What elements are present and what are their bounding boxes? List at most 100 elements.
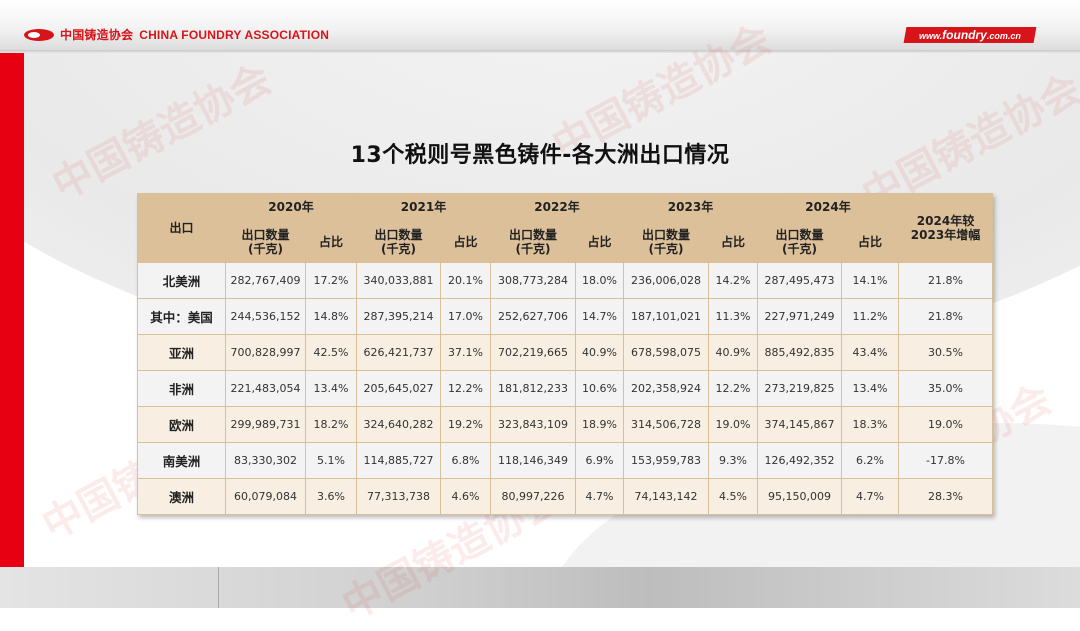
pct-cell: 20.1% [440,262,491,299]
qty-cell: 60,079,084 [225,478,306,515]
qty-cell: 205,645,027 [356,370,441,407]
qty-cell: 202,358,924 [623,370,709,407]
qty-cell: 181,812,233 [490,370,576,407]
growth-cell: 28.3% [898,478,993,515]
url-main: foundry [942,28,987,42]
pct-cell: 6.2% [841,442,899,479]
qty-cell: 885,492,835 [757,334,842,371]
qty-cell: 118,146,349 [490,442,576,479]
pct-cell: 40.9% [708,334,758,371]
qty-cell: 702,219,665 [490,334,576,371]
pct-cell: 13.4% [841,370,899,407]
pct-cell: 5.1% [305,442,357,479]
qty-cell: 74,143,142 [623,478,709,515]
pct-header: 占比 [841,220,899,263]
region-cell: 北美洲 [137,262,226,299]
pct-cell: 14.7% [575,298,624,335]
pct-cell: 11.2% [841,298,899,335]
qty-cell: 626,421,737 [356,334,441,371]
region-cell: 非洲 [137,370,226,407]
growth-cell: 21.8% [898,262,993,299]
pct-cell: 18.3% [841,406,899,443]
org-name-cn: 中国铸造协会 [60,28,134,42]
pct-header: 占比 [440,220,491,263]
table-row: 亚洲 700,828,997 42.5% 626,421,737 37.1% 7… [137,334,993,371]
association-logo: 中国铸造协会 CHINA FOUNDRY ASSOCIATION [24,26,329,43]
qty-header: 出口数量 (千克) [225,220,306,263]
qty-cell: 252,627,706 [490,298,576,335]
qty-cell: 340,033,881 [356,262,441,299]
export-table: 出口 2020年 2021年 2022年 2023年 2024年 2024年较 … [137,193,993,515]
footer-divider [218,567,219,608]
pct-cell: 3.6% [305,478,357,515]
region-cell: 南美洲 [137,442,226,479]
pct-cell: 40.9% [575,334,624,371]
year-header: 2023年 [623,193,758,221]
pct-cell: 14.2% [708,262,758,299]
pct-cell: 9.3% [708,442,758,479]
pct-cell: 6.8% [440,442,491,479]
qty-cell: 324,640,282 [356,406,441,443]
pct-cell: 4.6% [440,478,491,515]
qty-cell: 282,767,409 [225,262,306,299]
qty-cell: 308,773,284 [490,262,576,299]
growth-cell: 21.8% [898,298,993,335]
pct-cell: 43.4% [841,334,899,371]
table-row: 南美洲 83,330,302 5.1% 114,885,727 6.8% 118… [137,442,993,479]
qty-cell: 273,219,825 [757,370,842,407]
qty-header: 出口数量 (千克) [757,220,842,263]
qty-cell: 287,495,473 [757,262,842,299]
header-divider [0,50,1080,53]
region-cell: 亚洲 [137,334,226,371]
pct-cell: 14.8% [305,298,357,335]
footer-band [0,567,1080,608]
pct-cell: 19.2% [440,406,491,443]
header-bar [0,0,1080,53]
qty-cell: 83,330,302 [225,442,306,479]
region-cell: 欧洲 [137,406,226,443]
qty-cell: 700,828,997 [225,334,306,371]
region-cell: 澳洲 [137,478,226,515]
pct-cell: 13.4% [305,370,357,407]
pct-cell: 12.2% [708,370,758,407]
qty-cell: 95,150,009 [757,478,842,515]
qty-cell: 80,997,226 [490,478,576,515]
pct-header: 占比 [575,220,624,263]
url-prefix: www. [919,31,943,41]
pct-cell: 18.0% [575,262,624,299]
pct-cell: 11.3% [708,298,758,335]
qty-cell: 114,885,727 [356,442,441,479]
pct-cell: 6.9% [575,442,624,479]
qty-cell: 187,101,021 [623,298,709,335]
pct-cell: 10.6% [575,370,624,407]
qty-cell: 227,971,249 [757,298,842,335]
table-row: 其中：美国 244,536,152 14.8% 287,395,214 17.0… [137,298,993,335]
qty-cell: 77,313,738 [356,478,441,515]
growth-cell: -17.8% [898,442,993,479]
cfa-logo-icon [24,28,54,41]
pct-cell: 4.7% [575,478,624,515]
pct-cell: 12.2% [440,370,491,407]
year-header: 2022年 [490,193,624,221]
pct-cell: 17.2% [305,262,357,299]
pct-cell: 17.0% [440,298,491,335]
left-accent-bar [0,53,24,568]
growth-cell: 30.5% [898,334,993,371]
region-cell: 其中：美国 [137,298,226,335]
pct-cell: 37.1% [440,334,491,371]
year-header: 2020年 [225,193,357,221]
qty-cell: 126,492,352 [757,442,842,479]
qty-cell: 299,989,731 [225,406,306,443]
qty-header: 出口数量 (千克) [490,220,576,263]
qty-cell: 314,506,728 [623,406,709,443]
qty-cell: 236,006,028 [623,262,709,299]
qty-cell: 678,598,075 [623,334,709,371]
website-badge[interactable]: www.foundry.com.cn [903,27,1037,43]
pct-cell: 4.5% [708,478,758,515]
url-suffix: .com.cn [986,31,1021,41]
page-title: 13个税则号黑色铸件-各大洲出口情况 [350,143,730,168]
qty-cell: 244,536,152 [225,298,306,335]
growth-cell: 35.0% [898,370,993,407]
pct-cell: 4.7% [841,478,899,515]
pct-cell: 14.1% [841,262,899,299]
